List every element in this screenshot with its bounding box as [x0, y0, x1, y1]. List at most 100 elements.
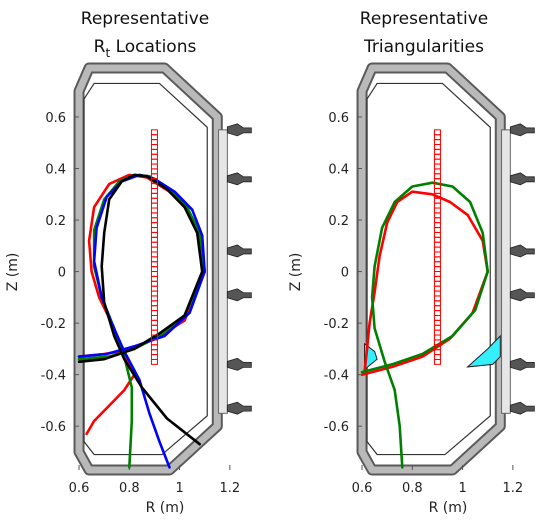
probe-marker	[433, 148, 441, 155]
y-tick-label: -0.2	[41, 317, 66, 332]
chart-title-line1: Representative	[81, 9, 209, 29]
pf-coil	[509, 401, 535, 415]
probe-marker	[433, 144, 441, 150]
plot-area: 0.6 0.8 1 1.2 0.6 0.4 0.2 0 -0.2 -0.4 -0.6	[324, 62, 535, 496]
x-tick-label: 1	[458, 481, 466, 496]
probe-marker	[433, 153, 441, 160]
y-axis-label: Z (m)	[5, 253, 21, 292]
probe-marker	[150, 168, 158, 175]
probe-marker	[150, 241, 158, 248]
y-tick-label: 0.2	[328, 214, 349, 229]
probe-marker	[150, 129, 158, 136]
x-tick-label: 0.6	[352, 481, 373, 496]
pf-coil	[226, 357, 252, 371]
probe-marker	[433, 271, 441, 277]
probe-marker	[150, 212, 158, 219]
probe-marker	[150, 275, 158, 282]
probe-marker	[433, 256, 441, 263]
probe-marker	[433, 231, 441, 238]
probe-marker	[433, 163, 441, 170]
probe-marker	[433, 324, 441, 331]
y-tick-label: 0.4	[45, 163, 66, 178]
pf-coil	[509, 357, 535, 371]
flux-surface-black	[77, 270, 204, 364]
probe-marker	[150, 134, 158, 141]
flux-surface-green	[370, 181, 489, 469]
probe-marker	[433, 212, 441, 219]
probe-marker	[150, 305, 158, 312]
y-tick-label: 0.6	[45, 111, 66, 126]
probe-marker	[433, 134, 441, 141]
y-tick-label: 0.4	[328, 163, 349, 178]
probe-marker	[433, 139, 441, 146]
pf-coil	[226, 123, 252, 137]
probe-marker	[433, 241, 441, 248]
probe-marker	[150, 280, 158, 287]
probe-marker	[150, 285, 158, 292]
probe-marker	[150, 310, 158, 316]
probe-marker	[433, 349, 441, 356]
y-tick-label: -0.6	[41, 420, 66, 435]
probe-marker	[150, 295, 158, 302]
probe-marker	[433, 251, 441, 258]
x-axis-label: R (m)	[429, 500, 468, 516]
probe-marker	[433, 354, 441, 360]
probe-marker	[433, 173, 441, 180]
probe-marker	[150, 139, 158, 146]
probe-marker	[150, 192, 158, 199]
probe-marker	[433, 295, 441, 302]
chart-title-line2: Triangularities	[363, 37, 484, 57]
x-tick-label: 1.2	[220, 481, 241, 496]
probe-marker	[433, 319, 441, 326]
probe-marker	[433, 202, 441, 209]
probe-marker	[150, 246, 158, 253]
x-tick-label: 0.8	[119, 481, 140, 496]
pf-coil	[509, 244, 535, 258]
pf-coil	[226, 288, 252, 302]
probe-marker	[150, 324, 158, 331]
probe-marker	[150, 300, 158, 307]
probe-marker	[150, 153, 158, 160]
probe-marker	[150, 187, 158, 194]
y-tick-label: -0.4	[41, 369, 66, 384]
flux-surface-green	[360, 270, 489, 374]
probe-marker	[433, 222, 441, 229]
probe-marker	[433, 314, 441, 321]
probe-marker	[150, 144, 158, 150]
probe-marker	[150, 222, 158, 229]
vessel-wall	[75, 64, 221, 474]
pf-coil	[226, 244, 252, 258]
probe-marker	[433, 310, 441, 316]
y-tick-label: 0.2	[45, 214, 66, 229]
probe-marker	[433, 300, 441, 307]
probe-marker	[150, 163, 158, 170]
probe-marker	[433, 280, 441, 287]
y-tick-label: -0.4	[324, 369, 349, 384]
flux-surface-blue	[92, 173, 206, 469]
flux-surface-blue	[77, 270, 206, 358]
probe-marker	[150, 358, 158, 365]
y-tick-label: 0	[58, 266, 66, 281]
x-tick-label: 1.2	[503, 481, 524, 496]
probe-marker	[433, 305, 441, 312]
probe-marker	[150, 251, 158, 258]
probe-marker	[433, 290, 441, 297]
chart-title-line2: Rt Locations	[94, 37, 197, 60]
probe-marker	[150, 256, 158, 263]
probe-marker	[150, 231, 158, 238]
probe-marker	[150, 349, 158, 356]
flux-surface-black	[100, 173, 204, 446]
probe-marker	[150, 314, 158, 321]
flux-surface-green	[92, 173, 206, 469]
x-axis-label: R (m)	[146, 500, 185, 516]
chart-panel-triangularities: Representative Triangularities 0.6 0.8 1 1.…	[288, 9, 535, 516]
x-tick-label: 1	[175, 481, 183, 496]
probe-marker	[150, 202, 158, 209]
y-tick-label: -0.2	[324, 317, 349, 332]
flux-surface-red	[363, 190, 489, 374]
probe-marker	[433, 261, 441, 268]
pf-coil	[226, 401, 252, 415]
pf-coil	[509, 123, 535, 137]
probe-marker	[433, 158, 441, 165]
outer-flange	[501, 129, 511, 414]
